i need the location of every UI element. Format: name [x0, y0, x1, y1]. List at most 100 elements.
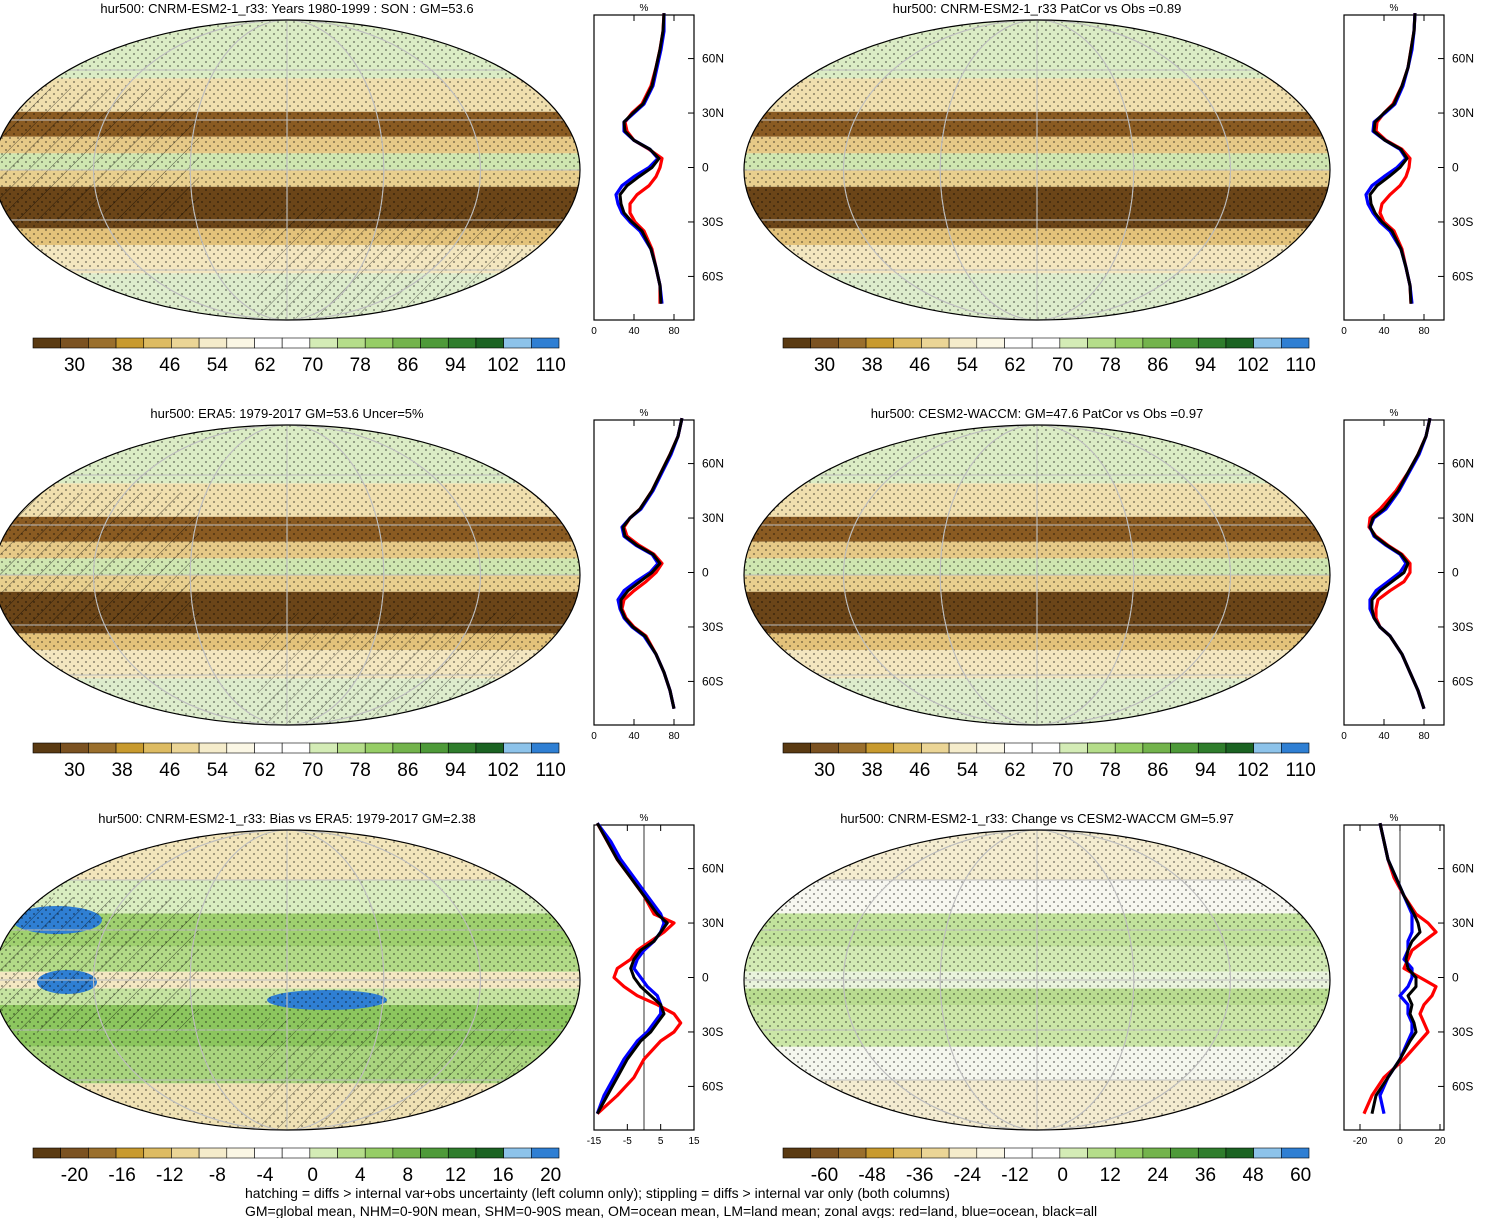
profile-xtick-label: 0 [1397, 1136, 1403, 1147]
colorbar-label: 110 [1286, 355, 1316, 376]
colorbar-label: 54 [207, 760, 229, 781]
profile-frame [593, 419, 695, 726]
colorbar-label: 70 [302, 760, 323, 781]
panel-2: hur500: CNRM-ESM2-1_r33 PatCor vs Obs =0… [743, 1, 1474, 376]
profile-ytick-label: 60S [702, 674, 723, 688]
profile-ytick-label: 30S [1452, 215, 1473, 229]
colorbar-swatch [948, 337, 978, 349]
profile-ytick-label: 30N [702, 511, 724, 525]
profile-ytick-label: 30S [702, 215, 723, 229]
map-border [0, 829, 581, 1131]
colorbar-swatch [364, 742, 394, 754]
colorbar-swatch [88, 337, 117, 349]
colorbar-swatch [281, 1147, 311, 1159]
colorbar-label: 70 [302, 355, 323, 376]
colorbar-swatch [420, 742, 449, 754]
colorbar-swatch [337, 742, 366, 754]
colorbar-swatch [309, 742, 338, 754]
profile-xlabel: % [1390, 408, 1399, 419]
colorbar-label: 86 [1147, 355, 1168, 376]
colorbar-swatch [1031, 1147, 1061, 1159]
graticule-lon [939, 425, 1135, 725]
colorbar-label: 62 [254, 355, 275, 376]
profile-ytick-label: 0 [1452, 971, 1459, 985]
profile-xtick-label: -20 [1353, 1136, 1368, 1147]
colorbar-label: 78 [1100, 760, 1121, 781]
profile-ytick-label: 0 [1452, 566, 1459, 580]
colorbar-swatch [60, 1147, 89, 1159]
colorbar-swatch [531, 337, 560, 349]
profile-ytick-label: 30N [702, 106, 724, 120]
profile-ytick-label: 60N [1452, 457, 1474, 471]
colorbar-swatch [1142, 742, 1171, 754]
profile-ytick-label: 60S [702, 1079, 723, 1093]
colorbar-label: 102 [1237, 355, 1269, 376]
colorbar-swatch [1059, 337, 1088, 349]
colorbar-label: 110 [536, 355, 566, 376]
colorbar-swatch [1004, 1147, 1033, 1159]
map-border [0, 424, 581, 726]
colorbar-label: 110 [536, 760, 566, 781]
colorbar-swatch [392, 1147, 421, 1159]
colorbar-swatch [115, 1147, 145, 1159]
colorbar-label: 30 [64, 355, 85, 376]
hatching [257, 612, 522, 725]
colorbar-label: -20 [61, 1165, 88, 1186]
colorbar-swatch [88, 1147, 117, 1159]
profile-xlabel: % [640, 813, 649, 824]
colorbar-swatch [503, 1147, 532, 1159]
colorbar-swatch [531, 742, 560, 754]
colorbar-swatch [143, 1147, 172, 1159]
profile-ytick-label: 60S [1452, 269, 1473, 283]
profile-ytick-label: 30S [1452, 1025, 1473, 1039]
colorbar-label: 30 [814, 760, 835, 781]
colorbar-swatch [893, 1147, 922, 1159]
colorbar-label: -4 [257, 1165, 274, 1186]
colorbar: -20 -16 -12 -8 -4 0 4 8 12 16 20 [32, 1147, 561, 1186]
colorbar-swatch [531, 1147, 560, 1159]
colorbar-swatch [171, 1147, 200, 1159]
colorbar-label: 70 [1052, 355, 1073, 376]
colorbar-label: 54 [957, 760, 979, 781]
profile-ytick-label: 30S [702, 620, 723, 634]
colorbar-swatch [226, 1147, 255, 1159]
profile-series-ocean [616, 417, 684, 710]
panel-title: hur500: CNRM-ESM2-1_r33 PatCor vs Obs =0… [893, 1, 1182, 16]
colorbar-label: 38 [862, 760, 883, 781]
colorbar-label: 62 [254, 760, 275, 781]
profile-frame [593, 14, 695, 321]
hatching [257, 207, 522, 320]
profile-series-all [1368, 417, 1432, 710]
profile-series-all [1368, 13, 1417, 304]
colorbar-swatch [254, 742, 283, 754]
colorbar-swatch [1253, 337, 1282, 349]
colorbar-label: 30 [814, 355, 835, 376]
colorbar-swatch [1004, 742, 1033, 754]
colorbar-swatch [475, 1147, 504, 1159]
colorbar: -60 -48 -36 -24 -12 0 12 24 36 48 60 [782, 1147, 1311, 1186]
colorbar-label: -8 [209, 1165, 226, 1186]
profile-xtick-label: 80 [1418, 731, 1430, 742]
colorbar-swatch [88, 742, 117, 754]
colorbar-swatch [838, 337, 867, 349]
profile-series-land [620, 417, 684, 710]
profile-series-all [618, 13, 666, 304]
colorbar-label: 46 [159, 760, 180, 781]
colorbar-swatch [254, 337, 283, 349]
graticule-lon [843, 425, 1231, 725]
profile-xlabel: % [1390, 813, 1399, 824]
colorbar-swatch [1253, 1147, 1282, 1159]
colorbar-swatch [32, 1147, 61, 1159]
graticule-lon [939, 830, 1135, 1130]
colorbar-swatch [337, 1147, 366, 1159]
colorbar-label: 78 [350, 760, 371, 781]
colorbar-swatch [1031, 742, 1061, 754]
colorbar-label: 70 [1052, 760, 1073, 781]
profile-ytick-label: 30S [702, 1025, 723, 1039]
colorbar-swatch [1087, 1147, 1116, 1159]
zonal-profile: % 60N 30N 0 30S 60S -20 0 20 [1343, 813, 1474, 1147]
colorbar-swatch [1197, 1147, 1227, 1159]
graticule-lon [93, 830, 481, 1130]
zonal-profile: % 60N 30N 0 30S 60S 0 40 80 [591, 3, 724, 337]
colorbar-label: 24 [1147, 1165, 1169, 1186]
